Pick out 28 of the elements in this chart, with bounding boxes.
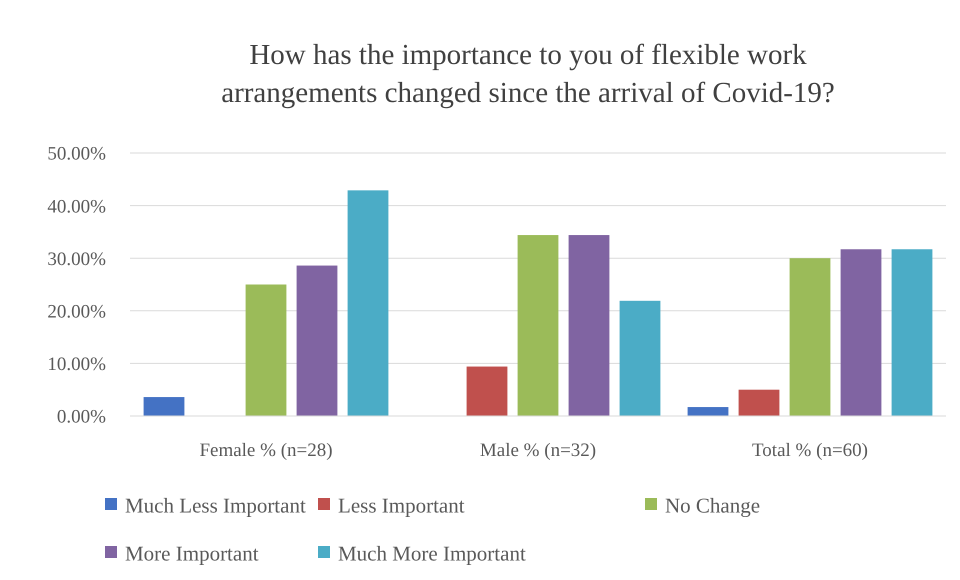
bar xyxy=(688,407,728,416)
y-tick-label: 10.00% xyxy=(47,354,106,376)
legend-label: More Important xyxy=(125,541,259,566)
y-tick-label: 50.00% xyxy=(47,144,106,165)
bar xyxy=(144,397,184,416)
chart-title: How has the importance to you of flexible work arrangements changed since the arrival of Covid-19? xyxy=(221,39,835,109)
bar xyxy=(790,258,830,416)
bar xyxy=(296,266,338,416)
y-tick-label: 30.00% xyxy=(47,248,106,270)
bar xyxy=(892,249,932,416)
bar xyxy=(840,249,882,416)
x-tick-label: Total % (n=60) xyxy=(752,440,868,461)
legend-label: Much More Important xyxy=(338,541,526,566)
legend-label: No Change xyxy=(665,493,760,518)
legend-label: Less Important xyxy=(338,493,465,518)
bar xyxy=(568,235,610,416)
x-tick-label: Female % (n=28) xyxy=(199,440,333,461)
bar xyxy=(466,366,508,416)
x-tick-label: Male % (n=32) xyxy=(480,440,596,461)
bar xyxy=(518,235,558,416)
bar xyxy=(738,390,780,416)
bar xyxy=(620,300,660,416)
bar xyxy=(246,284,286,416)
y-tick-label: 20.00% xyxy=(47,301,106,322)
y-tick-label: 0.00% xyxy=(56,406,106,428)
legend-label: Much Less Important xyxy=(125,493,306,518)
y-tick-label: 40.00% xyxy=(47,196,106,218)
bar xyxy=(348,190,388,416)
